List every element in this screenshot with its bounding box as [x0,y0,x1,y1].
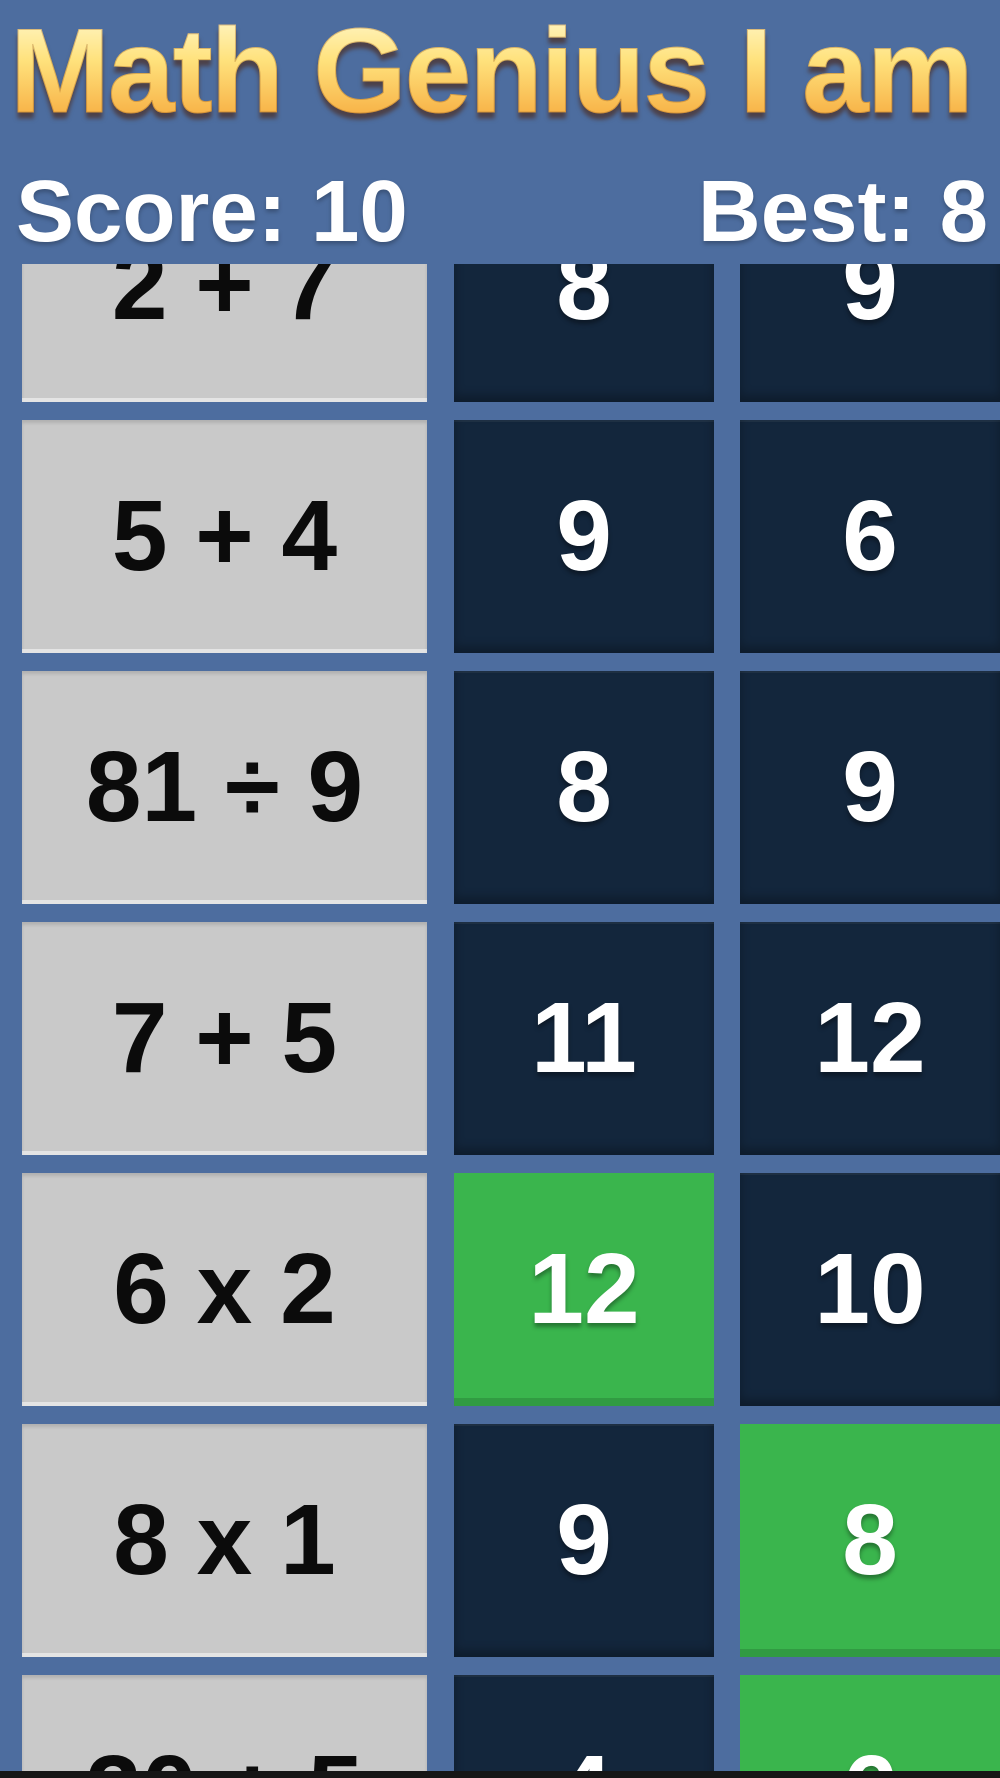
best-label: Best: [697,163,916,260]
problem-list: 2 + 7 8 9 5 + 4 9 6 81 ÷ 9 8 9 7 + 5 11 … [0,264,1000,1778]
answer-cell[interactable]: 8 [454,671,714,904]
score-bar: Score: 10 Best: 8 [16,168,988,255]
problem-row: 81 ÷ 9 8 9 [22,671,1000,904]
problem-cell: 7 + 5 [22,922,427,1155]
problem-row: 5 + 4 9 6 [22,420,1000,653]
answer-cell[interactable]: 9 [454,420,714,653]
problem-row: 2 + 7 8 9 [22,264,1000,402]
problem-list-scroll: 2 + 7 8 9 5 + 4 9 6 81 ÷ 9 8 9 7 + 5 11 … [0,264,1000,1778]
answer-cell[interactable]: 9 [740,671,1000,904]
answer-cell[interactable]: 11 [454,922,714,1155]
problem-cell: 5 + 4 [22,420,427,653]
answer-cell[interactable]: 12 [454,1173,714,1406]
answer-cell[interactable]: 8 [454,264,714,402]
score-text: Score: 10 [16,168,408,255]
problem-row: 30 ÷ 5 4 6 [22,1675,1000,1778]
best-value: 8 [939,163,988,260]
problem-row: 6 x 2 12 10 [22,1173,1000,1406]
score-label: Score: [16,163,287,260]
answer-cell[interactable]: 9 [740,264,1000,402]
problem-row: 8 x 1 9 8 [22,1424,1000,1657]
game-title: Math Genius I am [10,2,1000,140]
problem-cell: 8 x 1 [22,1424,427,1657]
score-value: 10 [310,163,408,260]
problem-row: 7 + 5 11 12 [22,922,1000,1155]
problem-cell: 30 ÷ 5 [22,1675,427,1778]
problem-cell: 81 ÷ 9 [22,671,427,904]
answer-cell[interactable]: 9 [454,1424,714,1657]
answer-cell[interactable]: 4 [454,1675,714,1778]
answer-cell[interactable]: 6 [740,1675,1000,1778]
answer-cell[interactable]: 6 [740,420,1000,653]
answer-cell[interactable]: 10 [740,1173,1000,1406]
problem-cell: 2 + 7 [22,264,427,402]
answer-cell[interactable]: 12 [740,922,1000,1155]
bottom-black-bar [0,1771,1000,1778]
problem-cell: 6 x 2 [22,1173,427,1406]
best-text: Best: 8 [698,168,988,255]
answer-cell[interactable]: 8 [740,1424,1000,1657]
